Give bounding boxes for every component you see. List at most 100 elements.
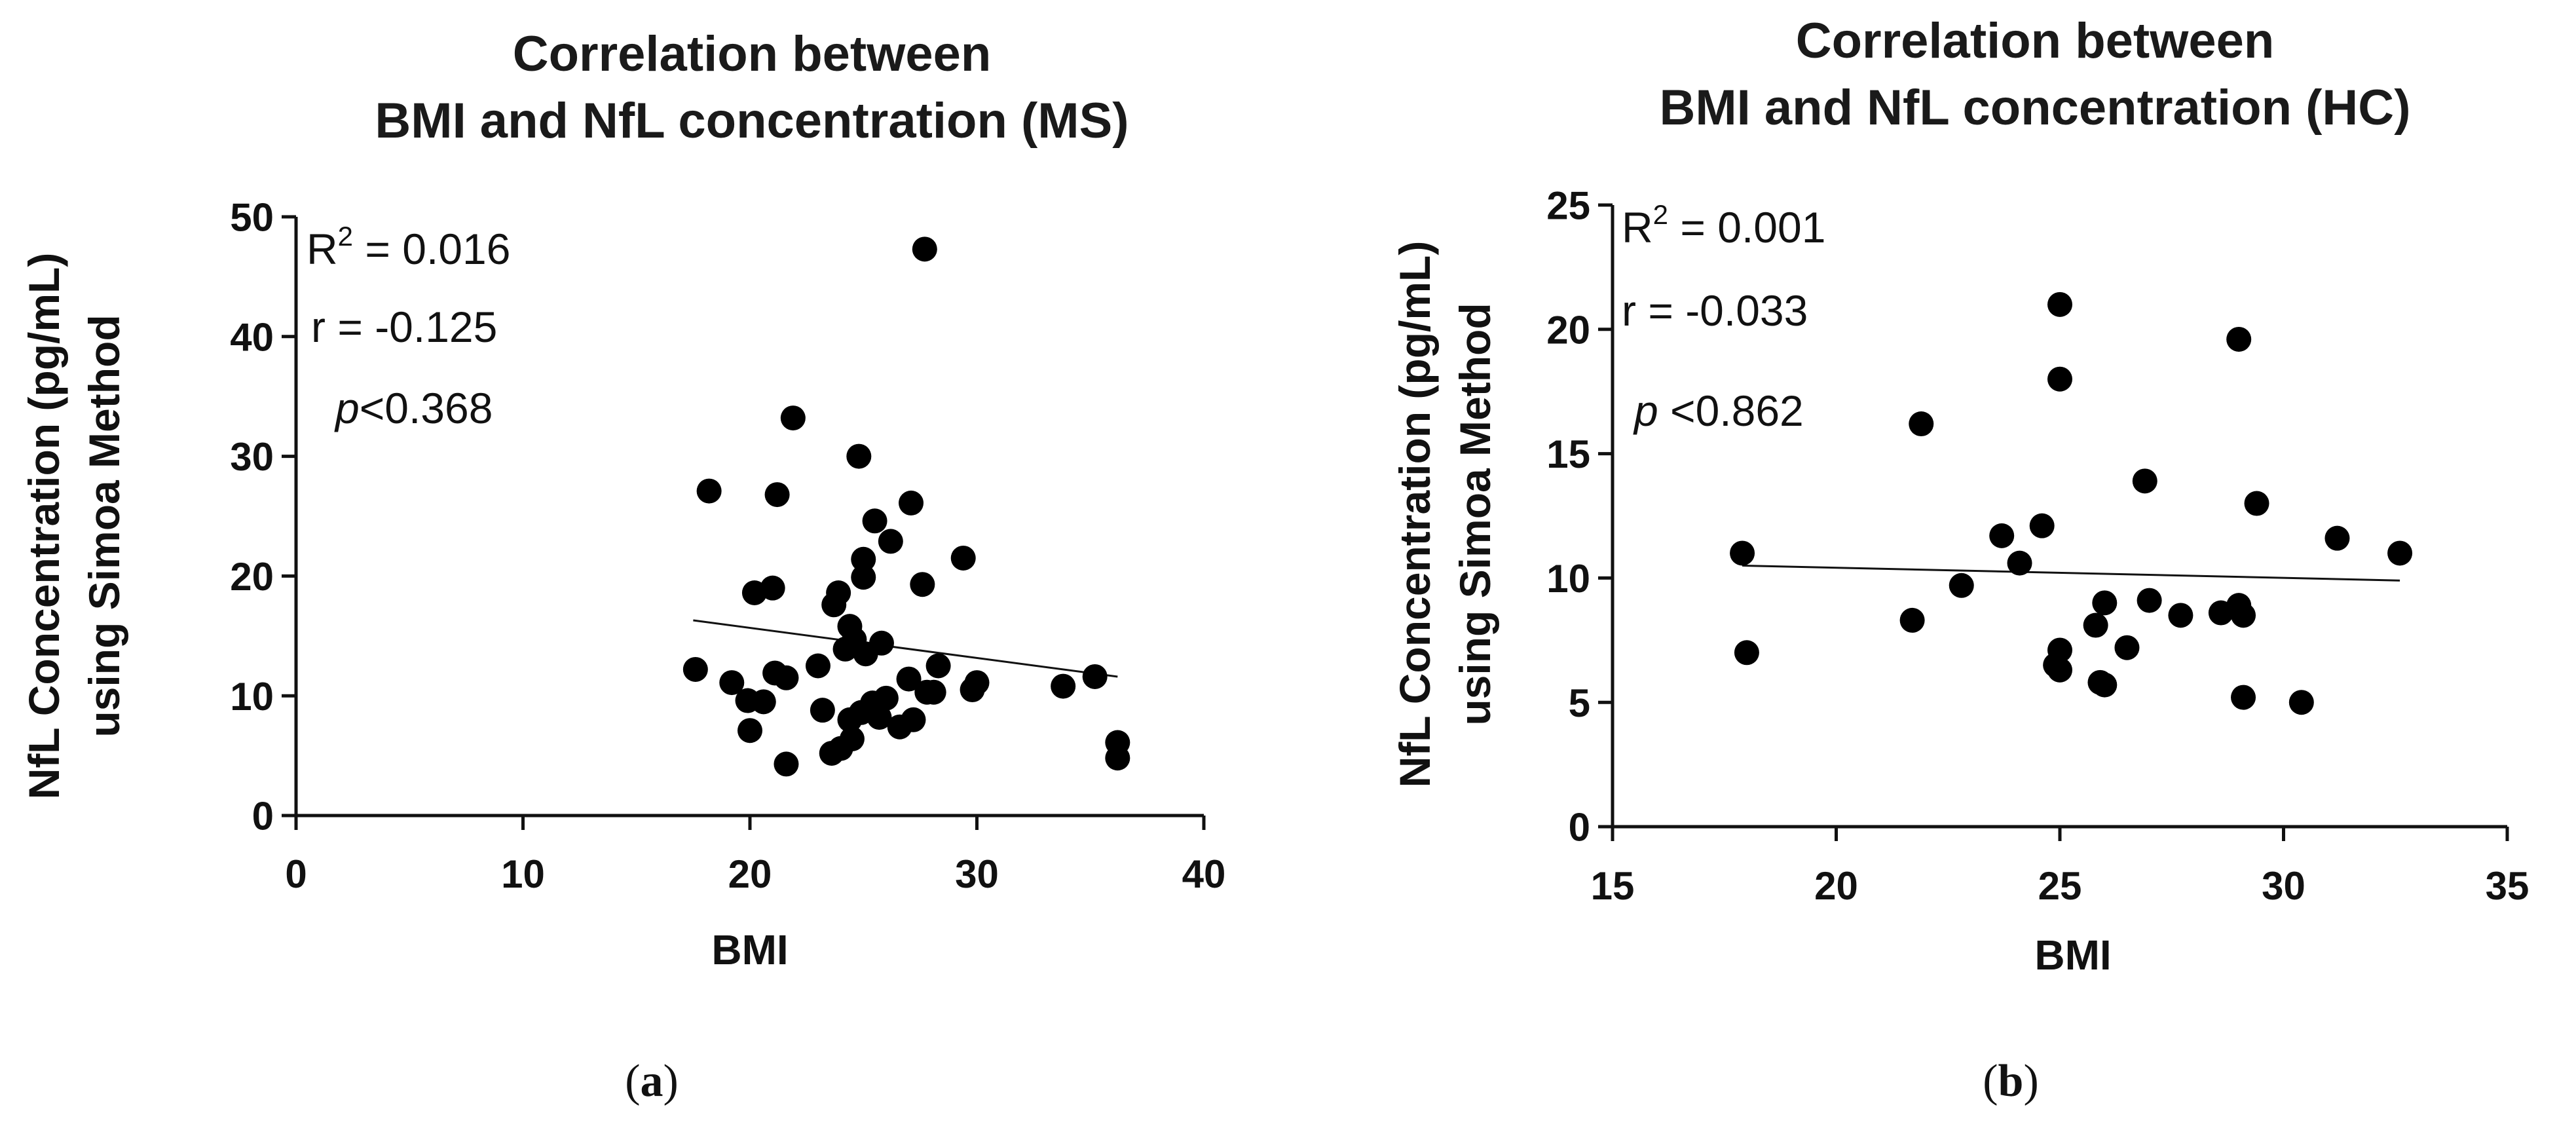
data-points bbox=[682, 236, 1130, 777]
x-tick-label: 20 bbox=[1814, 864, 1858, 908]
data-point bbox=[1734, 640, 1759, 666]
p-value: <0.862 bbox=[1658, 386, 1804, 435]
data-point bbox=[964, 670, 990, 696]
data-points bbox=[1730, 291, 2413, 715]
p-value-annotation: p <0.862 bbox=[1633, 386, 1804, 435]
data-point bbox=[899, 490, 924, 516]
caption-open: ( bbox=[625, 1056, 640, 1106]
data-point bbox=[910, 572, 935, 597]
data-point bbox=[696, 478, 722, 504]
axes: 15 20 25 30 35 0 5 10 15 20 25 bbox=[1546, 184, 2529, 908]
x-tick-label: 10 bbox=[501, 852, 545, 896]
p-value: <0.368 bbox=[360, 384, 493, 432]
data-point bbox=[805, 653, 831, 679]
x-tick-label: 30 bbox=[955, 852, 999, 896]
regression-line-segment bbox=[1742, 564, 2400, 582]
data-point bbox=[760, 575, 785, 601]
r-squared-annotation: R2 = 0.016 bbox=[307, 221, 510, 273]
x-tick-label: 15 bbox=[1591, 864, 1635, 908]
data-point bbox=[2324, 525, 2350, 551]
caption-open: ( bbox=[1983, 1056, 1998, 1106]
x-axis-label: BMI bbox=[711, 926, 788, 973]
data-point bbox=[2047, 657, 2072, 683]
y-tick-label: 50 bbox=[230, 196, 274, 240]
data-point bbox=[764, 482, 790, 508]
panel-caption: (a) bbox=[625, 1056, 679, 1106]
data-point bbox=[2231, 603, 2256, 628]
chart-title-line-2: BMI and NfL concentration (MS) bbox=[375, 93, 1129, 149]
data-point bbox=[774, 751, 799, 777]
panel-caption: (b) bbox=[1983, 1056, 2039, 1106]
data-point bbox=[1909, 411, 1934, 437]
caption-close: ) bbox=[2023, 1056, 2038, 1106]
data-point bbox=[867, 705, 892, 730]
r-annotation: r = -0.125 bbox=[311, 303, 497, 351]
y-tick-label: 0 bbox=[252, 795, 274, 838]
x-tick-label: 20 bbox=[728, 852, 772, 896]
data-point bbox=[2047, 366, 2072, 392]
data-point bbox=[2083, 612, 2108, 638]
data-point bbox=[2029, 513, 2055, 538]
caption-close: ) bbox=[663, 1056, 679, 1106]
r-squared-value: = 0.001 bbox=[1668, 203, 1825, 252]
data-point bbox=[2244, 491, 2269, 516]
y-tick-label: 25 bbox=[1546, 184, 1590, 228]
p-value-annotation: p<0.368 bbox=[334, 384, 493, 432]
r-squared-annotation: R2 = 0.001 bbox=[1622, 199, 1825, 252]
r-squared-prefix: R bbox=[307, 225, 338, 273]
x-tick-label: 0 bbox=[285, 852, 307, 896]
caption-letter: a bbox=[641, 1056, 663, 1106]
x-tick-label: 25 bbox=[2038, 864, 2082, 908]
data-point bbox=[839, 726, 865, 752]
r-annotation: r = -0.033 bbox=[1622, 286, 1808, 335]
data-point bbox=[873, 685, 899, 711]
data-point bbox=[921, 679, 946, 705]
data-point bbox=[2092, 672, 2118, 698]
r-squared-prefix: R bbox=[1622, 203, 1653, 252]
panel-a-ms-chart: Correlation between BMI and NfL concentr… bbox=[20, 26, 1225, 1106]
data-point bbox=[682, 656, 708, 682]
data-point bbox=[950, 545, 976, 571]
data-point bbox=[2132, 468, 2157, 494]
data-point bbox=[2288, 690, 2314, 715]
data-point bbox=[846, 443, 872, 469]
chart-title-line-1: Correlation between bbox=[513, 26, 992, 82]
data-point bbox=[2047, 637, 2072, 663]
y-tick-label: 10 bbox=[230, 675, 274, 719]
y-tick-label: 40 bbox=[230, 315, 274, 359]
y-axis-label-line-2: using Simoa Method bbox=[1451, 303, 1499, 725]
y-tick-label: 30 bbox=[230, 435, 274, 479]
data-point bbox=[1989, 523, 2015, 548]
y-tick-label: 5 bbox=[1569, 681, 1590, 725]
data-point bbox=[1051, 673, 1076, 699]
r-squared-superscript: 2 bbox=[338, 221, 353, 252]
regression-line bbox=[1742, 564, 2400, 582]
data-point bbox=[751, 689, 776, 715]
data-point bbox=[868, 630, 894, 656]
p-symbol: p bbox=[334, 384, 360, 432]
data-point bbox=[719, 670, 745, 696]
r-squared-superscript: 2 bbox=[1653, 199, 1668, 230]
y-tick-label: 15 bbox=[1546, 432, 1590, 476]
data-point bbox=[2226, 326, 2252, 352]
y-axis-label-line-1: NfL Concentration (pg/mL) bbox=[1391, 241, 1439, 788]
data-point bbox=[2231, 685, 2256, 710]
panel-b-hc-chart: Correlation between BMI and NfL concentr… bbox=[1391, 13, 2529, 1106]
data-point bbox=[2047, 291, 2072, 317]
data-point bbox=[780, 405, 806, 431]
data-point bbox=[2114, 635, 2140, 660]
data-point bbox=[2387, 540, 2413, 566]
y-axis-label-line-1: NfL Concentration (pg/mL) bbox=[20, 253, 68, 800]
data-point bbox=[810, 698, 835, 723]
data-point bbox=[2092, 590, 2118, 616]
data-point bbox=[826, 580, 851, 605]
data-point bbox=[737, 718, 762, 743]
x-tick-label: 35 bbox=[2486, 864, 2529, 908]
r-squared-value: = 0.016 bbox=[353, 225, 510, 273]
data-point bbox=[2137, 588, 2162, 613]
y-tick-label: 10 bbox=[1546, 557, 1590, 601]
data-point bbox=[862, 508, 887, 534]
y-tick-label: 0 bbox=[1569, 806, 1590, 850]
data-point bbox=[1730, 540, 1755, 566]
